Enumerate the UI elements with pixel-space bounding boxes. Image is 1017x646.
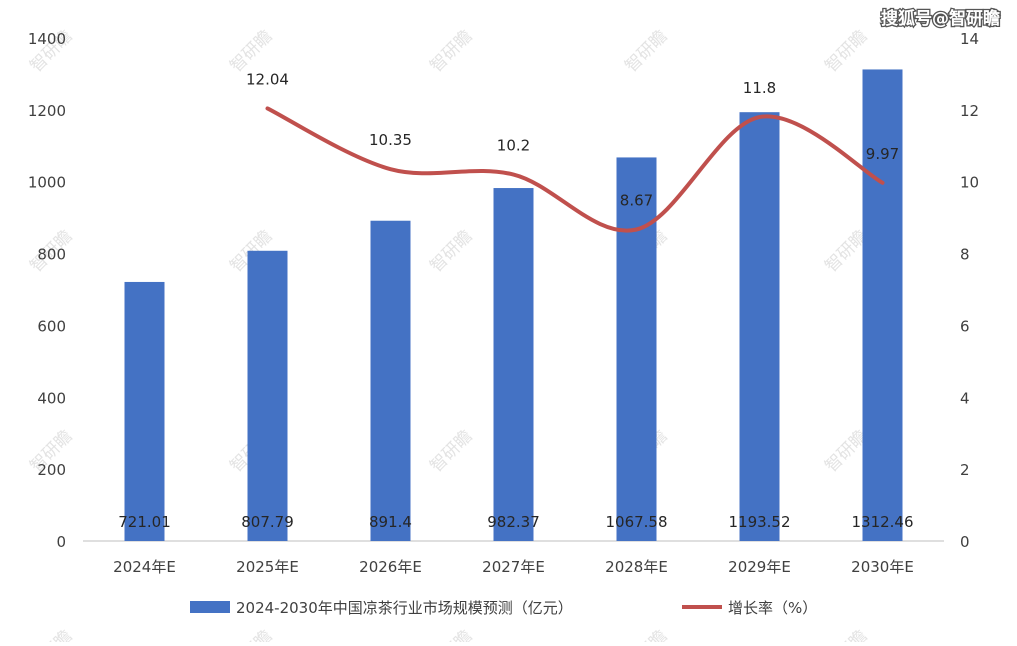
left-axis-tick-label: 0 <box>56 533 66 551</box>
bar <box>247 250 288 542</box>
bar <box>493 188 534 541</box>
left-axis-tick-label: 800 <box>37 246 66 264</box>
source-watermark: 搜狐号@智研瞻 <box>881 8 1000 29</box>
bar-data-label: 1193.52 <box>728 513 790 531</box>
left-axis-tick-label: 1000 <box>28 174 66 192</box>
x-axis-tick-label: 2030年E <box>851 558 914 576</box>
axes: 0 200 400 600 800 1000 1200 1400 0 2 4 6 8 10 12 14 2024… <box>28 30 979 576</box>
bar-data-label: 1312.46 <box>851 513 913 531</box>
right-axis-tick-label: 0 <box>960 533 970 551</box>
left-axis-tick-label: 200 <box>37 461 66 479</box>
watermark-text: 智研瞻 <box>426 626 476 642</box>
x-axis-tick-label: 2029年E <box>728 558 791 576</box>
legend: 2024-2030年中国凉茶行业市场规模预测（亿元） 增长率（%） <box>190 599 817 617</box>
left-axis-tick-label: 1200 <box>28 102 66 120</box>
growth-rate-line <box>265 106 885 233</box>
line-series: 12.04 10.35 10.2 8.67 11.8 9.97 <box>246 70 899 233</box>
bar-data-label: 721.01 <box>118 513 171 531</box>
watermark-text: 智研瞻 <box>226 26 276 76</box>
x-axis-tick-label: 2026年E <box>359 558 422 576</box>
bar <box>124 281 165 541</box>
right-axis-tick-label: 4 <box>960 389 970 407</box>
watermark-text: 智研瞻 <box>821 26 871 76</box>
bar-data-label: 807.79 <box>241 513 294 531</box>
line-data-label: 8.67 <box>620 191 653 209</box>
x-axis-tick-label: 2024年E <box>113 558 176 576</box>
watermark-text: 智研瞻 <box>226 626 276 642</box>
watermark-text: 智研瞻 <box>621 626 671 642</box>
right-axis-tick-label: 14 <box>960 30 979 48</box>
bar <box>862 69 903 541</box>
watermark-text: 智研瞻 <box>821 626 871 642</box>
watermark-text: 智研瞻 <box>426 426 476 476</box>
legend-line-label: 增长率（%） <box>728 599 817 617</box>
bar-series: 721.01 807.79 891.4 982.37 1067.58 1193.52 131… <box>118 69 914 542</box>
watermark-text: 智研瞻 <box>426 26 476 76</box>
line-data-label: 10.35 <box>369 131 412 149</box>
left-axis-tick-label: 600 <box>37 317 66 335</box>
watermark-text: 智研瞻 <box>426 226 476 276</box>
right-axis-tick-label: 6 <box>960 317 970 335</box>
right-axis-tick-label: 12 <box>960 102 979 120</box>
line-data-label: 12.04 <box>246 70 289 88</box>
right-axis-tick-label: 10 <box>960 174 979 192</box>
watermark-text: 智研瞻 <box>26 626 76 642</box>
line-data-label: 9.97 <box>866 145 899 163</box>
watermark-text: 智研瞻 <box>621 26 671 76</box>
right-axis-tick-label: 8 <box>960 246 970 264</box>
line-data-label: 11.8 <box>743 79 776 97</box>
left-axis-tick-label: 1400 <box>28 30 66 48</box>
x-axis-tick-label: 2028年E <box>605 558 668 576</box>
right-axis-tick-label: 2 <box>960 461 970 479</box>
legend-bar-label: 2024-2030年中国凉茶行业市场规模预测（亿元） <box>236 599 573 617</box>
bar-data-label: 982.37 <box>487 513 540 531</box>
bar <box>739 112 780 542</box>
x-axis-tick-label: 2025年E <box>236 558 299 576</box>
bar <box>616 157 657 541</box>
line-data-label: 10.2 <box>497 137 530 155</box>
bar-data-label: 891.4 <box>369 513 412 531</box>
legend-bar-swatch <box>190 601 230 613</box>
bar-data-label: 1067.58 <box>605 513 667 531</box>
bar <box>370 220 411 541</box>
x-axis-tick-label: 2027年E <box>482 558 545 576</box>
left-axis-tick-label: 400 <box>37 389 66 407</box>
